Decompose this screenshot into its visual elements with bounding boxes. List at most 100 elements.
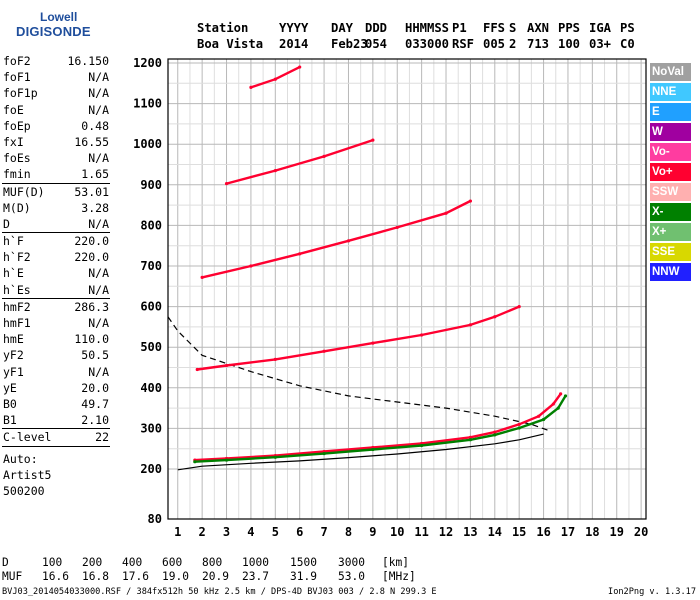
echo-point: [371, 447, 375, 452]
y-tick-label: 200: [140, 462, 162, 476]
legend-item: Vo-: [650, 143, 691, 161]
footer-value: 53.0: [338, 570, 365, 583]
footer-value: 1500: [290, 556, 317, 569]
param-row: foE N/A: [2, 102, 110, 118]
logo-line1: Lowell: [40, 10, 78, 24]
echo-point: [493, 430, 497, 434]
param-name: yF2: [3, 348, 24, 363]
logo-line2: DIGISONDE: [16, 24, 91, 39]
param-name: M(D): [3, 200, 31, 215]
legend-item: W: [650, 123, 691, 141]
header-value: 033000: [405, 37, 450, 51]
echo-point: [273, 168, 277, 173]
echo-point: [559, 392, 563, 396]
legend-item: NoVal: [650, 63, 691, 81]
param-name: foF2: [3, 54, 31, 68]
x-tick-label: 18: [585, 525, 599, 539]
param-row: foF1p N/A: [2, 85, 110, 101]
x-tick-label: 17: [561, 525, 575, 539]
param-value: N/A: [88, 266, 109, 281]
param-name: foE: [3, 102, 24, 117]
param-row: D N/A: [2, 216, 110, 232]
param-value: N/A: [88, 102, 109, 117]
header-value: RSF: [452, 37, 475, 51]
echo-point: [298, 252, 302, 256]
header-value: 2014: [279, 37, 309, 51]
echo-point: [273, 455, 277, 459]
param-value: 1.65: [81, 167, 109, 182]
header-label: FFS: [483, 21, 506, 35]
footer-value: 100: [42, 556, 63, 569]
header-label: S: [509, 21, 517, 35]
y-tick-label: 900: [140, 178, 162, 192]
param-separator: [2, 182, 110, 184]
echo-trace: [196, 305, 521, 371]
x-tick-label: 6: [296, 525, 303, 539]
echo-point: [249, 85, 253, 89]
footer-value: 400: [122, 556, 143, 569]
header-value: C0: [620, 37, 635, 51]
param-row: h`E N/A: [2, 265, 110, 281]
param-name: C-level: [3, 430, 52, 445]
echo-point: [420, 443, 424, 448]
param-row: foF2 16.150: [2, 53, 110, 69]
plot-frame: [167, 58, 647, 520]
version-label: Ion2Png v. 1.3.17: [608, 587, 696, 597]
param-value: 53.01: [74, 184, 109, 199]
param-name: yF1: [3, 364, 24, 379]
header-value: 03+: [589, 37, 612, 51]
param-value: N/A: [88, 316, 109, 330]
height-profiles: [167, 316, 549, 471]
header-label: AXN: [527, 21, 550, 35]
file-info-line: BVJ03_2014054033000.RSF / 384fx512h 50 k…: [2, 587, 437, 597]
x-tick-label: 19: [610, 525, 624, 539]
y-tick-label: 500: [140, 340, 162, 354]
param-row: MUF(D) 53.01: [2, 184, 110, 200]
param-value: 16.55: [74, 134, 109, 149]
param-value: N/A: [88, 70, 109, 85]
param-row: fmin 1.65: [2, 166, 110, 182]
x-tick-label: 9: [369, 525, 376, 539]
param-row: hmF2 286.3: [2, 299, 110, 315]
param-name: hmE: [3, 332, 24, 347]
chart-axes: [167, 58, 647, 520]
param-value: 20.0: [81, 380, 109, 395]
echo-point: [420, 333, 424, 337]
param-row: C-level 22: [2, 429, 110, 445]
echo-traces: [193, 65, 568, 464]
param-name: B0: [3, 396, 17, 411]
footer-value: 200: [82, 556, 103, 569]
echo-point: [517, 422, 521, 426]
autoscale-info: 500200: [3, 483, 45, 498]
x-tick-label: 4: [247, 525, 254, 539]
y-tick-label: 800: [140, 218, 162, 232]
echo-point: [551, 402, 555, 406]
echo-point: [541, 417, 546, 422]
y-tick-label: 1000: [133, 137, 162, 151]
y-tick-label: 80: [148, 512, 162, 526]
header-label: PPS: [558, 21, 581, 35]
param-value: N/A: [88, 282, 109, 297]
param-row: M(D) 3.28: [2, 200, 110, 216]
y-tick-label: 300: [140, 421, 162, 435]
footer-value: 1000: [242, 556, 269, 569]
param-value: 110.0: [74, 332, 109, 347]
x-tick-label: 12: [439, 525, 453, 539]
param-value: N/A: [88, 151, 109, 166]
param-row: B0 49.7: [2, 396, 110, 412]
param-value: 22: [95, 430, 109, 445]
echo-point: [493, 433, 497, 437]
param-row: foEs N/A: [2, 150, 110, 166]
echo-trace: [193, 394, 567, 463]
echo-point: [493, 315, 497, 319]
y-tick-label: 400: [140, 381, 162, 395]
echo-point: [371, 138, 375, 142]
param-name: h`Es: [3, 282, 31, 297]
x-tick-label: 10: [390, 525, 404, 539]
param-value: N/A: [88, 216, 109, 231]
param-name: B1: [3, 413, 17, 428]
param-name: foF1: [3, 70, 31, 85]
header-value: 2: [509, 37, 517, 51]
autoscale-info: Auto:: [3, 451, 38, 466]
echo-point: [322, 349, 326, 353]
